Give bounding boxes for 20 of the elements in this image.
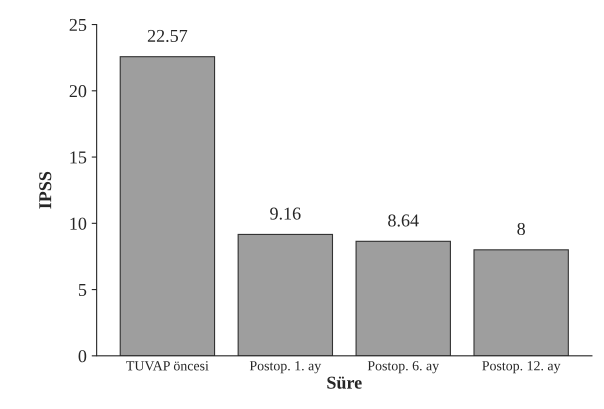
y-tick-label: 25 (70, 18, 86, 31)
bar (356, 240, 451, 356)
data-label: 8 (517, 222, 525, 236)
x-tick-label: Postop. 6. ay (368, 361, 440, 374)
y-axis-title: IPSS (39, 172, 52, 209)
data-label: 22.57 (148, 30, 188, 42)
y-tick-label: 0 (78, 350, 86, 362)
bar (238, 234, 334, 356)
x-tick-label: Postop. 1. ay (250, 361, 322, 374)
bar (120, 56, 216, 356)
data-label: 9.16 (270, 208, 301, 220)
y-tick-label: 10 (70, 218, 86, 230)
data-label: 8.64 (388, 214, 419, 227)
bar (473, 249, 569, 356)
y-tick-label: 20 (70, 85, 86, 98)
y-tick-label: 5 (78, 284, 86, 296)
x-tick-label: Postop. 12. ay (482, 361, 560, 374)
y-tick-label: 15 (70, 151, 86, 164)
x-tick-label: TUVAP öncesi (126, 361, 209, 371)
x-axis-title: Süre (327, 376, 362, 389)
